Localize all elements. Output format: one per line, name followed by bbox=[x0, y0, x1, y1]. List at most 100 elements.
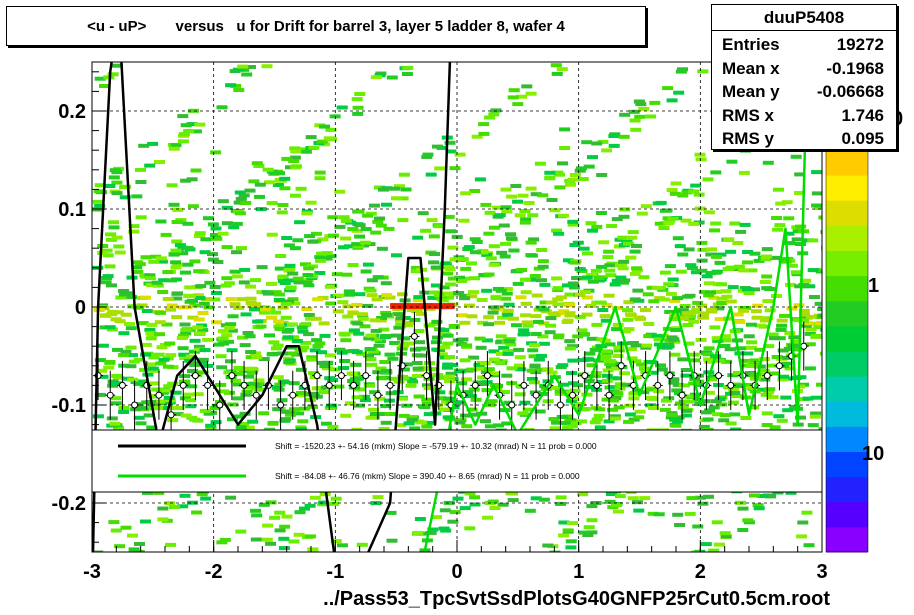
x-axis-title: ../Pass53_TpcSvtSsdPlotsG40GNFP25rCut0.5… bbox=[323, 588, 830, 610]
profile-point bbox=[118, 381, 126, 389]
heatmap-cell bbox=[520, 313, 532, 318]
heatmap-cell bbox=[179, 356, 191, 360]
heatmap-cell bbox=[351, 242, 363, 247]
heatmap-cell bbox=[187, 204, 199, 209]
heatmap-cell bbox=[559, 127, 571, 132]
heatmap-cell bbox=[475, 345, 487, 350]
heatmap-cell bbox=[488, 112, 500, 117]
heatmap-cell bbox=[751, 315, 763, 320]
heatmap-cell bbox=[370, 230, 382, 235]
heatmap-cell bbox=[683, 399, 695, 404]
heatmap-cell bbox=[318, 500, 330, 505]
heatmap-cell bbox=[314, 255, 326, 259]
heatmap-cell bbox=[468, 355, 480, 360]
heatmap-cell bbox=[725, 421, 737, 426]
heatmap-cell bbox=[757, 372, 769, 377]
heatmap-cell bbox=[674, 244, 686, 249]
heatmap-cell bbox=[764, 308, 776, 313]
title-box: <u - uP> versus u for Drift for barrel 3… bbox=[6, 6, 646, 46]
heatmap-cell bbox=[746, 364, 758, 368]
heatmap-cell bbox=[569, 260, 581, 265]
heatmap-cell bbox=[369, 390, 381, 395]
heatmap-cell bbox=[438, 285, 450, 290]
heatmap-cell bbox=[627, 341, 639, 345]
heatmap-cell bbox=[131, 265, 143, 270]
heatmap-cell bbox=[398, 367, 410, 372]
heatmap-cell bbox=[218, 389, 230, 394]
heatmap-cell bbox=[454, 420, 466, 425]
heatmap-cell bbox=[270, 290, 282, 295]
heatmap-cell bbox=[461, 377, 473, 382]
heatmap-cell bbox=[542, 367, 554, 372]
heatmap-cell bbox=[552, 335, 564, 340]
heatmap-cell bbox=[605, 273, 617, 278]
heatmap-cell bbox=[397, 196, 409, 201]
heatmap-cell bbox=[566, 371, 577, 376]
heatmap-cell bbox=[739, 222, 751, 227]
heatmap-cell bbox=[580, 290, 591, 295]
heatmap-cell bbox=[296, 147, 308, 152]
heatmap-cell bbox=[250, 278, 261, 283]
heatmap-cell bbox=[227, 314, 239, 319]
heatmap-cell bbox=[300, 149, 312, 154]
heatmap-cell bbox=[329, 367, 341, 372]
heatmap-cell bbox=[140, 255, 152, 260]
heatmap-cell bbox=[142, 372, 154, 377]
heatmap-cell bbox=[279, 281, 291, 285]
heatmap-cell bbox=[686, 496, 698, 501]
heatmap-cell bbox=[126, 295, 138, 300]
heatmap-cell bbox=[424, 420, 436, 425]
heatmap-cell bbox=[460, 191, 472, 196]
heatmap-cell bbox=[608, 569, 619, 573]
heatmap-cell bbox=[567, 344, 578, 349]
heatmap-cell bbox=[387, 356, 399, 361]
heatmap-cell bbox=[794, 191, 806, 195]
heatmap-cell bbox=[316, 139, 328, 144]
heatmap-cell bbox=[449, 510, 461, 515]
heatmap-cell bbox=[177, 504, 189, 509]
heatmap-cell bbox=[782, 408, 794, 413]
heatmap-cell bbox=[421, 401, 433, 406]
heatmap-cell bbox=[513, 347, 525, 352]
heatmap-cell bbox=[419, 290, 431, 295]
heatmap-cell bbox=[586, 363, 598, 368]
heatmap-cell bbox=[118, 331, 130, 336]
heatmap-cell bbox=[380, 404, 392, 409]
heatmap-cell bbox=[345, 401, 356, 406]
heatmap-cell bbox=[356, 542, 368, 547]
heatmap-cell bbox=[734, 319, 746, 324]
heatmap-cell bbox=[705, 290, 716, 295]
heatmap-cell bbox=[696, 258, 708, 263]
heatmap-cell bbox=[180, 328, 192, 333]
heatmap-cell bbox=[745, 345, 757, 350]
heatmap-cell bbox=[325, 403, 337, 408]
heatmap-cell bbox=[449, 166, 461, 171]
heatmap-cell bbox=[554, 172, 565, 177]
heatmap-cell bbox=[820, 327, 822, 332]
heatmap-cell bbox=[118, 353, 130, 358]
heatmap-cell bbox=[703, 494, 714, 499]
heatmap-cell bbox=[542, 543, 554, 548]
heatmap-cell bbox=[483, 322, 495, 327]
heatmap-cell bbox=[401, 403, 413, 408]
heatmap-cell bbox=[144, 163, 156, 168]
heatmap-cell bbox=[290, 149, 302, 154]
heatmap-cell bbox=[469, 189, 481, 193]
heatmap-cell bbox=[700, 410, 712, 415]
heatmap-cell bbox=[216, 540, 228, 545]
heatmap-cell bbox=[268, 171, 280, 176]
heatmap-cell bbox=[785, 490, 797, 495]
heatmap-cell bbox=[794, 284, 806, 289]
stat-entries-value: 19272 bbox=[836, 35, 884, 54]
heatmap-cell bbox=[634, 409, 646, 414]
heatmap-cell bbox=[389, 341, 401, 345]
heatmap-cell bbox=[742, 383, 754, 387]
heatmap-cell bbox=[442, 291, 454, 296]
stat-entries-label: Entries bbox=[722, 35, 780, 54]
heatmap-cell bbox=[444, 282, 456, 287]
heatmap-cell bbox=[681, 311, 693, 316]
heatmap-cell bbox=[140, 352, 152, 357]
heatmap-cell bbox=[354, 92, 366, 96]
heatmap-cell bbox=[423, 386, 435, 391]
heatmap-cell bbox=[581, 275, 593, 280]
